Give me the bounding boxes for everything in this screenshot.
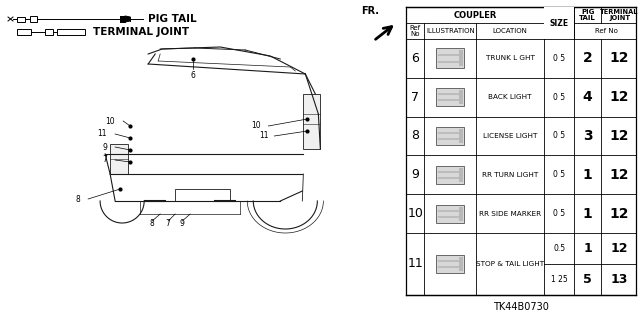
Text: SIZE: SIZE [550,19,569,27]
Bar [436,204,464,223]
Text: FR.: FR. [362,6,380,16]
Bar [436,48,464,68]
Text: 1: 1 [582,168,593,182]
Bar [57,29,85,35]
Text: 4: 4 [582,90,593,104]
Text: 7: 7 [166,219,171,228]
Text: 8: 8 [412,130,419,143]
Text: PIG TAIL: PIG TAIL [148,14,196,24]
Text: 12: 12 [610,168,629,182]
Bar [175,189,230,201]
Text: TRUNK L GHT: TRUNK L GHT [486,56,534,61]
Text: PIG
TAIL: PIG TAIL [579,9,596,21]
Text: 6: 6 [191,71,196,80]
Text: LOCATION: LOCATION [493,28,527,34]
Bar [460,129,463,143]
Text: SIZE: SIZE [550,26,568,35]
Text: SIZE: SIZE [550,11,569,19]
Bar [436,255,464,273]
Bar [460,257,463,271]
Text: 8: 8 [76,195,80,204]
Text: Ref
No: Ref No [410,25,421,37]
Bar [110,144,128,174]
Text: 0 5: 0 5 [553,93,565,102]
Text: 12: 12 [610,129,629,143]
Bar [303,94,321,149]
Text: 13: 13 [611,273,628,286]
Bar [17,29,31,35]
Text: TK44B0730: TK44B0730 [493,302,549,312]
Text: 1: 1 [582,206,593,220]
Text: 9: 9 [102,143,107,152]
Text: 2: 2 [582,51,593,65]
Bar [436,88,464,106]
Text: 1: 1 [583,242,592,255]
Text: RR TURN LIGHT: RR TURN LIGHT [482,172,538,178]
Bar [544,7,574,39]
Text: 10: 10 [252,122,261,130]
Bar [436,166,464,184]
Text: 3: 3 [583,129,593,143]
Text: 7: 7 [412,91,419,104]
Text: 12: 12 [610,206,629,220]
Bar [460,90,463,104]
Text: STOP & TAIL LIGHT: STOP & TAIL LIGHT [476,261,544,267]
Bar [30,16,37,22]
Text: 8: 8 [150,219,154,228]
Text: 12: 12 [610,90,629,104]
Text: 9: 9 [180,219,185,228]
Text: ILLUSTRATION: ILLUSTRATION [426,28,475,34]
Text: 10: 10 [106,116,115,125]
Text: 11: 11 [259,131,268,140]
Text: Ref No: Ref No [595,28,618,34]
Text: 0 5: 0 5 [553,170,565,179]
Text: 9: 9 [412,168,419,181]
Text: 0.5: 0.5 [553,244,565,253]
Text: 7: 7 [102,155,107,165]
Polygon shape [120,16,130,22]
Text: 5: 5 [583,273,592,286]
Text: 6: 6 [412,52,419,65]
Text: 12: 12 [611,242,628,255]
Text: 0 5: 0 5 [553,131,565,140]
Bar [436,127,464,145]
Bar [460,50,463,66]
Text: LICENSE LIGHT: LICENSE LIGHT [483,133,538,139]
Text: 11: 11 [408,257,423,271]
Text: TERMINAL
JOINT: TERMINAL JOINT [600,9,639,21]
Text: RR SIDE MARKER: RR SIDE MARKER [479,211,541,217]
Text: TERMINAL JOINT: TERMINAL JOINT [93,27,189,37]
Text: 10: 10 [408,207,423,220]
Bar [17,17,25,21]
Text: 0 5: 0 5 [553,54,565,63]
Text: COUPLER: COUPLER [454,11,497,19]
Bar [460,168,463,182]
Text: BACK LIGHT: BACK LIGHT [488,94,532,100]
Text: 12: 12 [610,51,629,65]
Bar [460,206,463,220]
Bar [45,29,53,35]
Text: 0 5: 0 5 [553,209,565,218]
Text: 1 25: 1 25 [551,275,568,284]
Text: 11: 11 [98,130,107,138]
